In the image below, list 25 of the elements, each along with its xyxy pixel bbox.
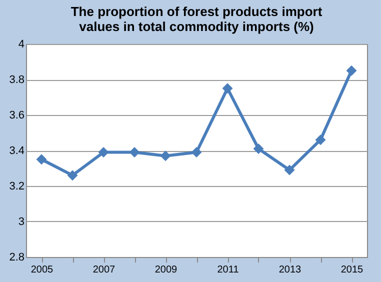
point	[67, 170, 78, 181]
point	[222, 83, 233, 94]
y-tick-label: 4	[18, 38, 24, 50]
y-tick-label: 3.8	[9, 74, 24, 86]
y-tick-label: 3.4	[9, 145, 24, 157]
y-tick-label: 3.2	[9, 180, 24, 192]
point	[315, 134, 326, 146]
point	[98, 147, 109, 158]
point	[129, 147, 140, 158]
x-tick-label: 2007	[92, 264, 116, 276]
point	[253, 143, 264, 154]
x-tick-label: 2011	[217, 264, 240, 276]
y-tick-label: 3	[18, 216, 24, 228]
x-tick-label: 2015	[340, 264, 364, 276]
y-tick-label: 2.8	[9, 252, 24, 264]
point	[36, 154, 47, 165]
point	[346, 65, 357, 76]
point	[191, 147, 202, 158]
x-tick-label: 2009	[154, 264, 178, 276]
point	[160, 150, 171, 162]
x-tick-label: 2013	[278, 264, 302, 276]
chart-title: The proportion of forest products import values in total commodity imports (%)	[70, 4, 323, 34]
y-tick-label: 3.6	[9, 110, 24, 122]
point	[284, 164, 295, 176]
x-tick-label: 2005	[30, 264, 54, 276]
